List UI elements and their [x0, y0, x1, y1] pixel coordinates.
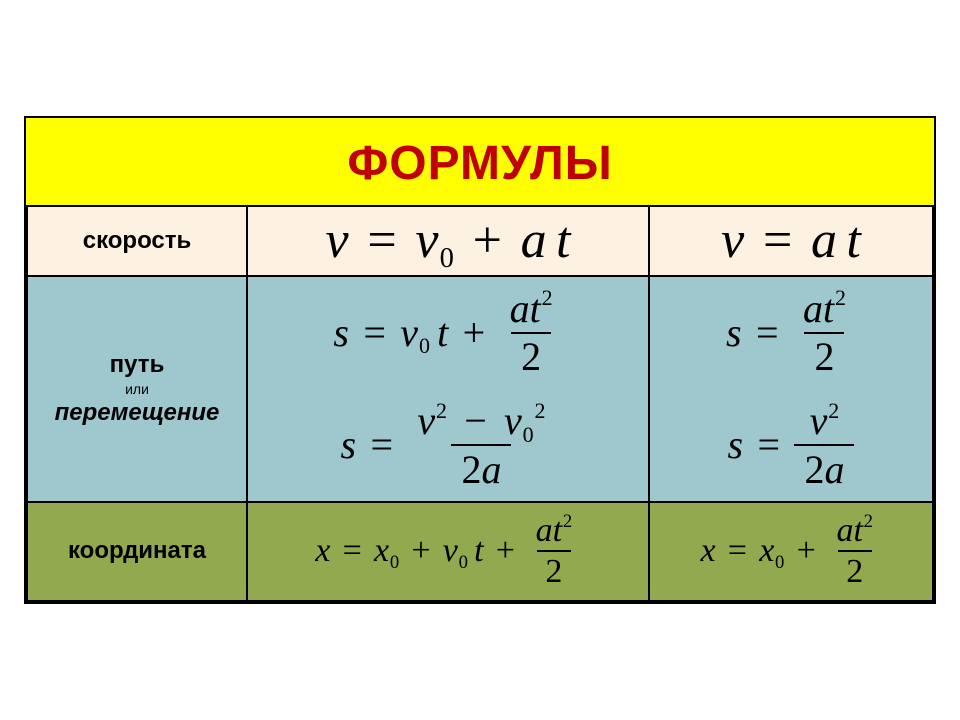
formula-s-general-2: s = v2 − v02 2a [341, 398, 556, 493]
speed-from-rest: v = at [649, 206, 933, 276]
label-coord-text: координата [38, 537, 236, 565]
formula-s-rest-1: s = at2 2 [726, 285, 856, 380]
label-coord: координата [27, 502, 247, 601]
label-speed-text: скорость [38, 227, 236, 255]
formulas-slide: ФОРМУЛЫ скорость v = v0 + at v = at [24, 116, 936, 603]
path-from-rest: s = at2 2 s = v2 2a [649, 276, 933, 502]
label-speed: скорость [27, 206, 247, 276]
formula-v-general: v = v0 + at [326, 215, 571, 267]
label-path: путь или перемещение [27, 276, 247, 502]
formula-s-rest-2: s = v2 2a [728, 398, 855, 493]
formula-x-rest: x = x0 + at2 2 [700, 511, 881, 592]
slide-title: ФОРМУЛЫ [26, 118, 934, 205]
label-path-main: путь [38, 351, 236, 379]
formula-s-general-1: s = v0t + at2 2 [333, 285, 562, 380]
label-path-or: или [38, 381, 236, 397]
speed-general: v = v0 + at [247, 206, 649, 276]
row-speed: скорость v = v0 + at v = at [27, 206, 933, 276]
formula-x-general: x = x0 + v0t + at2 2 [315, 511, 580, 592]
formula-v-rest: v = at [721, 215, 861, 267]
coord-general: x = x0 + v0t + at2 2 [247, 502, 649, 601]
row-coord: координата x = x0 + v0t + at2 2 [27, 502, 933, 601]
coord-from-rest: x = x0 + at2 2 [649, 502, 933, 601]
formulas-table: скорость v = v0 + at v = at [26, 205, 934, 601]
label-path-sub: перемещение [38, 399, 236, 427]
row-path: путь или перемещение s = v0t + at2 2 [27, 276, 933, 502]
path-general: s = v0t + at2 2 s = [247, 276, 649, 502]
